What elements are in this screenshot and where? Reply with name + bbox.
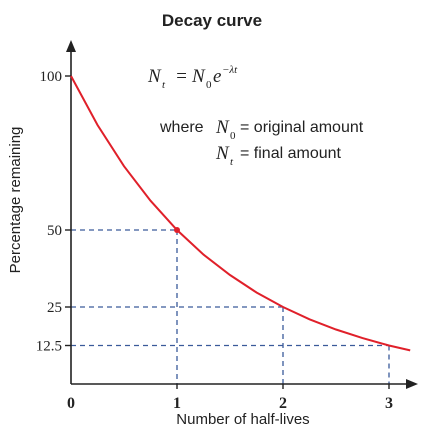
annotation-n-final: N [215,143,230,164]
equation-sub-zero: 0 [206,79,212,91]
x-axis-label: Number of half-lives [176,411,309,428]
x-tick-label-4: 3 [385,395,393,412]
annotation-sub-zero: 0 [230,130,236,142]
y-tick-label-4: 12.5 [36,339,62,355]
annotation-where: where [159,119,204,136]
y-axis-arrow-icon [66,40,76,52]
decay-curve-line [70,75,411,352]
guide-lines [71,229,390,384]
annotation-n-original: N [215,117,230,138]
equation-e: e [213,66,221,87]
y-ticks: 100 50 25 12.5 [36,69,71,355]
half-life-point [174,227,180,233]
y-tick-label-2: 50 [47,223,62,239]
equation-equals: = [175,66,188,87]
annotation-sub-t: t [230,156,234,168]
axes [66,40,418,389]
x-tick-label-3: 2 [279,395,287,412]
y-axis-label: Percentage remaining [7,127,24,274]
annotation-original-amount: = original amount [240,119,364,136]
x-tick-label-2: 1 [173,395,181,412]
equation-sub-t: t [162,79,166,91]
equation-n-final: N [147,66,162,87]
equation-exponent: −λt [222,64,238,76]
x-tick-label-1: 0 [67,395,75,412]
decay-equation: N t = N 0 e −λt [147,64,238,91]
y-tick-label-1: 100 [40,69,63,85]
equation-legend: where N 0 = original amount N t = final … [159,117,364,168]
equation-n-original: N [191,66,206,87]
x-axis-arrow-icon [406,379,418,389]
chart-title: Decay curve [162,11,262,30]
y-tick-label-3: 25 [47,300,62,316]
x-ticks: 0 1 2 3 [67,384,393,412]
annotation-final-amount: = final amount [240,145,342,162]
